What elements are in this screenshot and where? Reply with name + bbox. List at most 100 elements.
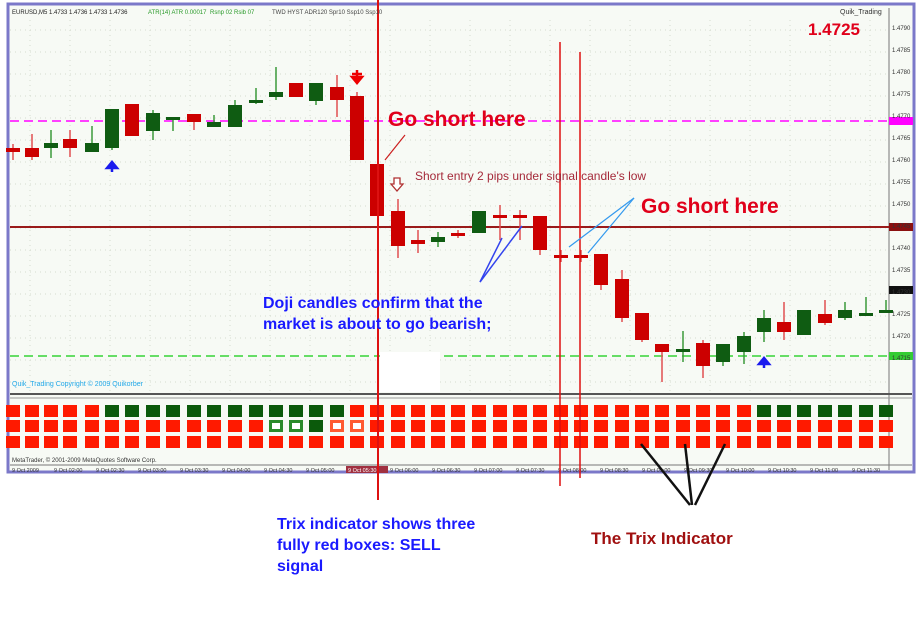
trix-box — [451, 405, 465, 417]
price-axis[interactable]: 1.4790 1.4785 1.4780 1.4775 1.4770 1.4765 1.47… — [892, 26, 911, 362]
candle-body — [859, 313, 873, 316]
candle — [493, 205, 507, 240]
trix-box — [330, 420, 344, 432]
candle-body — [25, 148, 39, 157]
candle — [187, 114, 201, 130]
trix-column — [350, 405, 364, 448]
trix-box — [797, 405, 811, 417]
trix-box — [879, 420, 893, 432]
trix-box — [655, 436, 669, 448]
price-tick-label: 1.4715 — [892, 356, 911, 362]
trix-column — [615, 405, 629, 448]
darkred-price-marker — [889, 223, 913, 231]
trix-box — [676, 405, 690, 417]
trix-column — [125, 405, 139, 448]
candle — [533, 216, 547, 255]
candle-body — [451, 233, 465, 236]
trix-box — [513, 420, 527, 432]
trix-column — [166, 405, 180, 448]
trix-box — [249, 420, 263, 432]
candle-body — [125, 104, 139, 136]
candle-body — [431, 237, 445, 242]
time-tick-label: 9 Oct 06:30 — [432, 468, 460, 474]
trix-box — [249, 436, 263, 448]
trix-indicator — [6, 405, 893, 448]
candle-body — [166, 117, 180, 120]
candle — [797, 310, 811, 335]
trix-column — [451, 405, 465, 448]
copyright-main: Quik_Trading Copyright © 2009 Quikorber — [12, 381, 143, 388]
candle-body — [330, 87, 344, 100]
trix-box — [554, 436, 568, 448]
go-short-annotation-1: Go short here — [388, 108, 526, 131]
candle-body — [574, 255, 588, 258]
price-tick-label: 1.4720 — [892, 334, 911, 340]
pointer-line — [384, 134, 406, 161]
candle-body — [493, 215, 507, 218]
trix-box — [44, 405, 58, 417]
candle — [25, 134, 39, 160]
candle — [63, 130, 77, 157]
candle-body — [818, 314, 832, 323]
trix-column — [431, 405, 445, 448]
trix-box — [85, 420, 99, 432]
candle-body — [655, 344, 669, 352]
trix-column — [63, 405, 77, 448]
candle — [146, 110, 160, 140]
pointer-line — [479, 237, 503, 283]
candle — [472, 211, 486, 233]
trix-column — [207, 405, 221, 448]
time-axis[interactable]: 9 Oct 2009 9 Oct 02:00 9 Oct 02:30 9 Oct 03… — [12, 466, 880, 474]
candle — [451, 230, 465, 238]
candle — [716, 344, 730, 366]
pointer-line — [640, 443, 691, 506]
trix-box — [635, 436, 649, 448]
trix-box — [391, 420, 405, 432]
trix-box — [431, 405, 445, 417]
time-tick-label: 9 Oct 02:30 — [96, 468, 124, 474]
trix-box — [269, 420, 283, 432]
candle-body — [696, 343, 710, 366]
trix-box — [777, 436, 791, 448]
current-price: 1.4725 — [808, 20, 860, 39]
trix-box — [6, 436, 20, 448]
candle — [6, 144, 20, 160]
candle — [879, 300, 893, 313]
trix-box — [269, 436, 283, 448]
trix-box — [737, 436, 751, 448]
trix-column — [879, 405, 893, 448]
candle — [125, 104, 139, 136]
candle-body — [777, 322, 791, 332]
trix-box — [533, 405, 547, 417]
trix-box — [472, 420, 486, 432]
trix-box — [533, 420, 547, 432]
time-highlight — [346, 466, 388, 473]
candle-body — [737, 336, 751, 352]
candle-body — [269, 92, 283, 97]
trix-column — [635, 405, 649, 448]
trix-box — [554, 405, 568, 417]
trix-box — [207, 420, 221, 432]
candle-body — [289, 83, 303, 97]
trix-box — [166, 420, 180, 432]
trix-box — [6, 405, 20, 417]
extra-info: TWD HYST ADR120 Spr10 Ssp10 Ssp10 — [272, 10, 383, 16]
trix-column — [838, 405, 852, 448]
trix-column — [25, 405, 39, 448]
trix-box — [513, 436, 527, 448]
candle — [269, 67, 283, 100]
candle — [309, 83, 323, 105]
trix-box — [228, 436, 242, 448]
time-tick-label: 9 Oct 11:30 — [852, 468, 880, 474]
trix-box — [737, 405, 751, 417]
candle-body — [85, 143, 99, 152]
candle-body — [615, 279, 629, 318]
doji-line-1: Doji candles confirm that the — [263, 295, 483, 312]
trix-box — [289, 405, 303, 417]
trix-box — [85, 436, 99, 448]
trix-line-3: signal — [277, 558, 324, 575]
trix-column — [594, 405, 608, 448]
indicator-info: ATR(14) ATR 0.00017 — [148, 10, 207, 16]
black-price-marker — [889, 286, 913, 294]
price-tick-label: 1.4740 — [892, 246, 911, 252]
